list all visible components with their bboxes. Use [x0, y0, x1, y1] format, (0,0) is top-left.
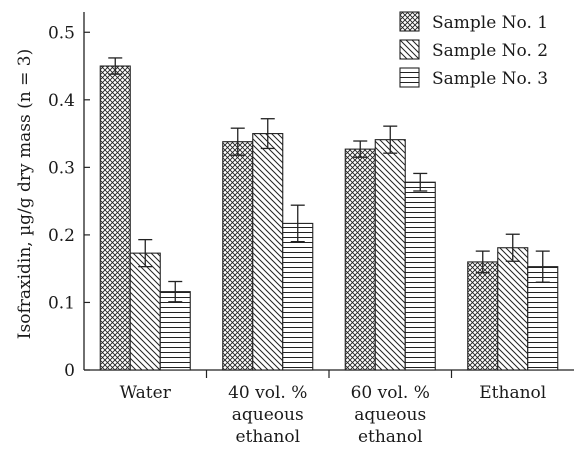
x-category-label: 40 vol. %: [228, 383, 307, 403]
legend-swatch: [399, 39, 420, 60]
bar: [282, 222, 314, 371]
x-category-label: ethanol: [358, 427, 423, 447]
legend-swatch: [399, 67, 420, 88]
y-tick-label: 0.3: [48, 158, 75, 178]
legend-label: Sample No. 2: [432, 41, 548, 61]
bar: [252, 133, 284, 371]
x-category-label: ethanol: [235, 427, 300, 447]
legend: Sample No. 1 Sample No. 2 Sample No. 3: [399, 11, 548, 89]
bar: [222, 141, 254, 371]
bar: [344, 148, 376, 371]
legend-label: Sample No. 1: [432, 13, 548, 33]
legend-label: Sample No. 3: [432, 69, 548, 89]
y-tick-label: 0.5: [48, 23, 75, 43]
x-category-label: aqueous: [354, 405, 426, 425]
bar: [527, 266, 559, 371]
x-category-label: Water: [120, 383, 172, 403]
bar: [159, 291, 191, 371]
legend-swatch: [399, 11, 420, 32]
bar: [374, 139, 406, 371]
y-tick-label: 0.1: [48, 293, 75, 313]
bar: [99, 65, 131, 371]
bar: [404, 181, 436, 371]
x-category-label: aqueous: [232, 405, 304, 425]
bar: [467, 261, 499, 371]
x-category-label: 60 vol. %: [351, 383, 430, 403]
bars: [99, 57, 559, 371]
x-category-label: Ethanol: [479, 383, 546, 403]
y-tick-label: 0.2: [48, 226, 75, 246]
y-axis-label: Isofraxidin, µg/g dry mass (n = 3): [15, 49, 35, 339]
bar: [497, 247, 529, 371]
y-tick-label: 0.4: [48, 91, 75, 111]
y-tick-label: 0: [64, 361, 75, 381]
bar: [129, 252, 161, 371]
